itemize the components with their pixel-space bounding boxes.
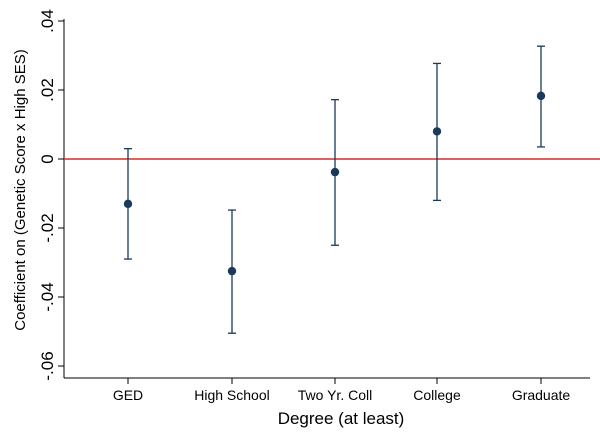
x-axis: GED High School Two Yr. Coll College Graduat… [64, 378, 590, 403]
data-marks [124, 46, 545, 333]
point-estimate [331, 168, 339, 176]
y-tick-label: -.04 [38, 282, 57, 311]
point-estimate [124, 200, 132, 208]
x-tick-label: Two Yr. Coll [298, 387, 372, 403]
x-tick-label: GED [113, 387, 143, 403]
x-tick-label: High School [194, 387, 270, 403]
y-axis: .04 .02 0 -.02 -.04 -.06 [38, 9, 64, 380]
point-estimate [228, 267, 236, 275]
point-estimate [433, 127, 441, 135]
x-tick-label: Graduate [512, 387, 571, 403]
y-tick-label: -.06 [38, 351, 57, 380]
y-tick-label: .04 [38, 9, 57, 33]
y-axis-title: Coefficient on (Genetic Score x High SES… [12, 49, 29, 331]
y-tick-label: -.02 [38, 213, 57, 242]
y-tick-label: .02 [38, 78, 57, 102]
y-tick-label: 0 [38, 154, 57, 163]
x-axis-title: Degree (at least) [278, 409, 405, 428]
point-estimate [537, 92, 545, 100]
x-tick-label: College [413, 387, 461, 403]
